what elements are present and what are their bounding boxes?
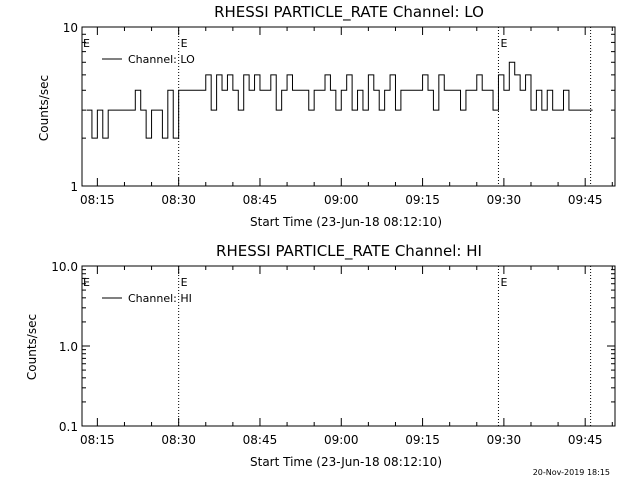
y-tick-label: 1.0 [59,340,78,354]
legend-label-hi: Channel: HI [128,292,192,305]
x-tick-label: 08:30 [161,193,196,207]
x-tick-label: 09:30 [487,433,522,447]
x-tick-label: 08:30 [161,433,196,447]
x-tick-label: 08:15 [80,433,115,447]
marker-label: E [181,37,188,50]
chart-title-lo: RHESSI PARTICLE_RATE Channel: LO [214,3,484,22]
series-line [86,61,593,139]
x-tick-label: 09:15 [405,433,440,447]
y-axis-label-hi: Counts/sec [25,314,39,380]
y-tick-label: 0.1 [59,420,78,434]
marker-label: E [181,276,188,289]
marker-label: E [83,37,90,50]
x-axis-label-lo: Start Time (23-Jun-18 08:12:10) [250,215,442,229]
x-tick-label: 08:45 [243,193,278,207]
x-tick-label: 09:00 [324,193,359,207]
x-tick-label: 09:45 [568,193,603,207]
x-tick-label: 08:45 [243,433,278,447]
x-tick-label: 08:15 [80,193,115,207]
y-tick-label: 1 [70,180,78,194]
marker-label: E [500,276,507,289]
marker-label: E [500,37,507,50]
x-tick-label: 09:30 [487,193,522,207]
plot-frame [81,26,616,187]
y-axis-label-lo: Counts/sec [37,75,51,141]
y-tick-label: 10 [63,21,78,35]
legend-label-lo: Channel: LO [128,53,195,66]
chart-title-hi: RHESSI PARTICLE_RATE Channel: HI [216,242,482,261]
x-tick-label: 09:45 [568,433,603,447]
x-tick-label: 09:00 [324,433,359,447]
x-axis-label-hi: Start Time (23-Jun-18 08:12:10) [250,455,442,469]
y-tick-label: 10.0 [51,260,78,274]
chart-marks: 08:15 08:30 08:45 09:00 09:15 09:30 09:45 1 10 E E… [51,21,616,447]
marker-label: E [83,276,90,289]
x-tick-label: 09:15 [405,193,440,207]
footer-timestamp: 20-Nov-2019 18:15 [533,468,610,477]
